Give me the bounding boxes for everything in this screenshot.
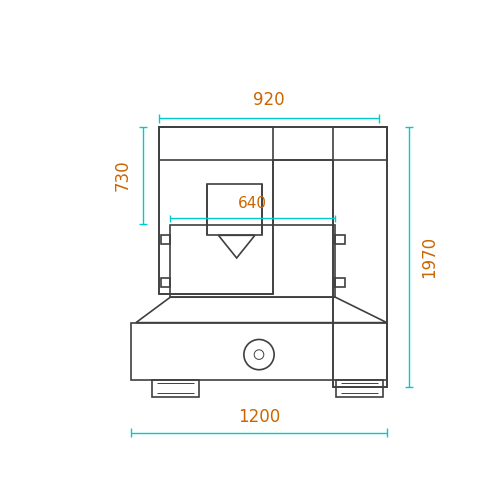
- Bar: [207, 184, 262, 236]
- Bar: [333, 128, 387, 386]
- Bar: [160, 236, 170, 244]
- Bar: [160, 278, 170, 287]
- Bar: [131, 322, 387, 380]
- Bar: [152, 380, 198, 397]
- Text: 730: 730: [114, 160, 132, 192]
- Text: 640: 640: [238, 196, 268, 211]
- Text: 1970: 1970: [420, 236, 438, 278]
- Bar: [336, 380, 383, 397]
- Bar: [158, 128, 274, 294]
- Bar: [336, 278, 345, 287]
- Text: 920: 920: [253, 91, 284, 109]
- Bar: [170, 225, 336, 297]
- Text: 1200: 1200: [238, 408, 280, 426]
- Bar: [158, 128, 387, 160]
- Bar: [336, 236, 345, 244]
